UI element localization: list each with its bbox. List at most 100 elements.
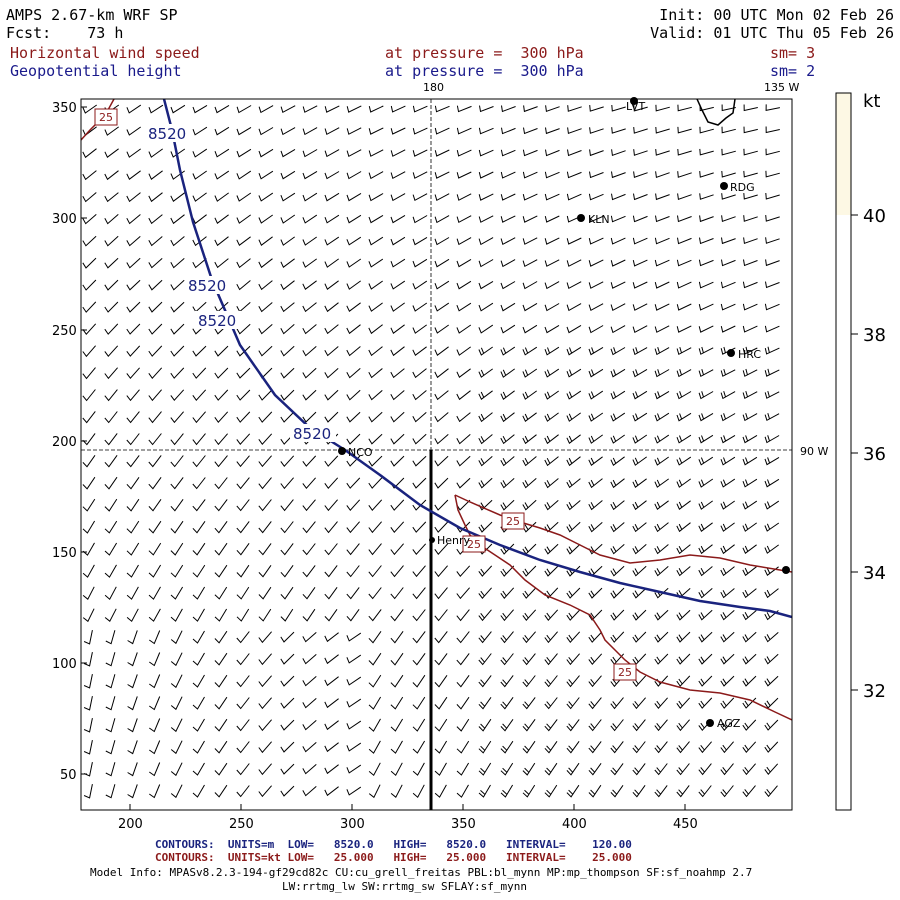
wind-barb [324, 499, 338, 512]
wind-barb [368, 609, 382, 622]
wind-barb [412, 784, 425, 798]
wind-barb [544, 171, 560, 179]
wind-barb [633, 127, 648, 134]
wind-barb [412, 653, 426, 666]
wind-barb [214, 104, 230, 114]
wind-barb [544, 259, 560, 267]
wind-barb [126, 104, 142, 114]
wind-barb [611, 104, 626, 112]
wind-barb [742, 500, 758, 510]
wind-barb [258, 214, 273, 224]
wind-barb [258, 675, 272, 688]
wind-barb [280, 236, 295, 246]
wind-barb [632, 325, 648, 334]
wind-barb [126, 586, 139, 600]
wind-barb [500, 565, 515, 577]
wind-barb [632, 215, 648, 223]
wind-barb [390, 762, 403, 776]
wind-barb [632, 763, 646, 776]
wind-barb [236, 345, 251, 357]
station-marker [720, 182, 728, 190]
wind-barb [522, 565, 537, 577]
wind-barb [149, 762, 161, 777]
wind-barb [544, 500, 559, 511]
wind-barb [104, 608, 117, 622]
wind-barb [170, 586, 184, 600]
wind-barb [170, 433, 184, 446]
wind-barb [83, 696, 93, 711]
wind-barb [764, 500, 780, 510]
wind-barb [544, 631, 558, 644]
wind-barb [654, 719, 668, 732]
wind-barb [236, 586, 250, 600]
wind-barb [258, 499, 272, 512]
wind-barb [412, 368, 427, 379]
wind-barb [324, 368, 339, 379]
wind-barb [589, 127, 604, 134]
wind-barb [655, 126, 670, 134]
wind-barb [544, 762, 558, 776]
wind-barb [434, 324, 449, 334]
colorbar-tick: 32 [863, 681, 886, 702]
wind-barb [148, 389, 162, 402]
wind-barb [544, 434, 559, 445]
wind-barb [765, 215, 780, 222]
wind-barb [236, 543, 250, 556]
wind-barb [654, 631, 669, 643]
wind-barb [522, 302, 538, 312]
wind-barb [214, 652, 228, 666]
wind-barb [346, 346, 361, 357]
wind-barb [456, 609, 470, 622]
wind-barb [324, 149, 340, 158]
wind-barb [677, 215, 692, 223]
wind-barb [280, 586, 294, 600]
wind-barb [478, 390, 493, 400]
wind-barb [698, 259, 714, 267]
wind-barb [302, 127, 318, 136]
wind-barb [676, 566, 691, 577]
wind-barb [346, 214, 362, 224]
wind-barb [742, 303, 758, 311]
wind-barb [280, 302, 295, 313]
wind-barb [655, 193, 670, 201]
wind-barb [390, 411, 405, 423]
wind-barb [280, 697, 295, 709]
wind-barb [126, 367, 140, 379]
wind-barb [545, 105, 560, 112]
wind-barb [236, 411, 251, 423]
wind-barb [544, 193, 560, 201]
wind-barb [588, 456, 603, 466]
wind-barb [82, 257, 97, 269]
wind-barb [346, 786, 362, 796]
wind-barb [764, 325, 780, 333]
wind-barb [126, 564, 139, 578]
wind-barb [721, 259, 736, 267]
wind-barb [148, 433, 162, 446]
wind-barb [390, 258, 406, 268]
wind-barb [214, 170, 230, 180]
wind-barb [522, 499, 537, 511]
wind-barb [522, 653, 536, 666]
wind-barb [478, 127, 494, 135]
wind-barb [236, 258, 251, 269]
wind-barb [522, 215, 538, 223]
wind-barb [412, 390, 427, 401]
wind-barb [390, 784, 403, 798]
wind-barb [214, 740, 228, 754]
wind-barb [456, 455, 471, 467]
wind-barb [478, 259, 494, 268]
wind-barb [456, 718, 470, 732]
wind-barb [82, 564, 95, 578]
wind-barb [478, 237, 494, 246]
wind-barb [698, 346, 714, 355]
wind-barb [148, 499, 162, 512]
wind-barb [302, 698, 317, 709]
height-label: 8520 [198, 312, 236, 330]
wind-barb [149, 784, 161, 799]
wind-speed-contours [81, 99, 792, 721]
wind-barb [456, 587, 470, 600]
wind-barb [126, 301, 141, 313]
wind-barb [544, 303, 560, 312]
wind-barb [588, 193, 604, 201]
wind-barb [236, 126, 252, 136]
